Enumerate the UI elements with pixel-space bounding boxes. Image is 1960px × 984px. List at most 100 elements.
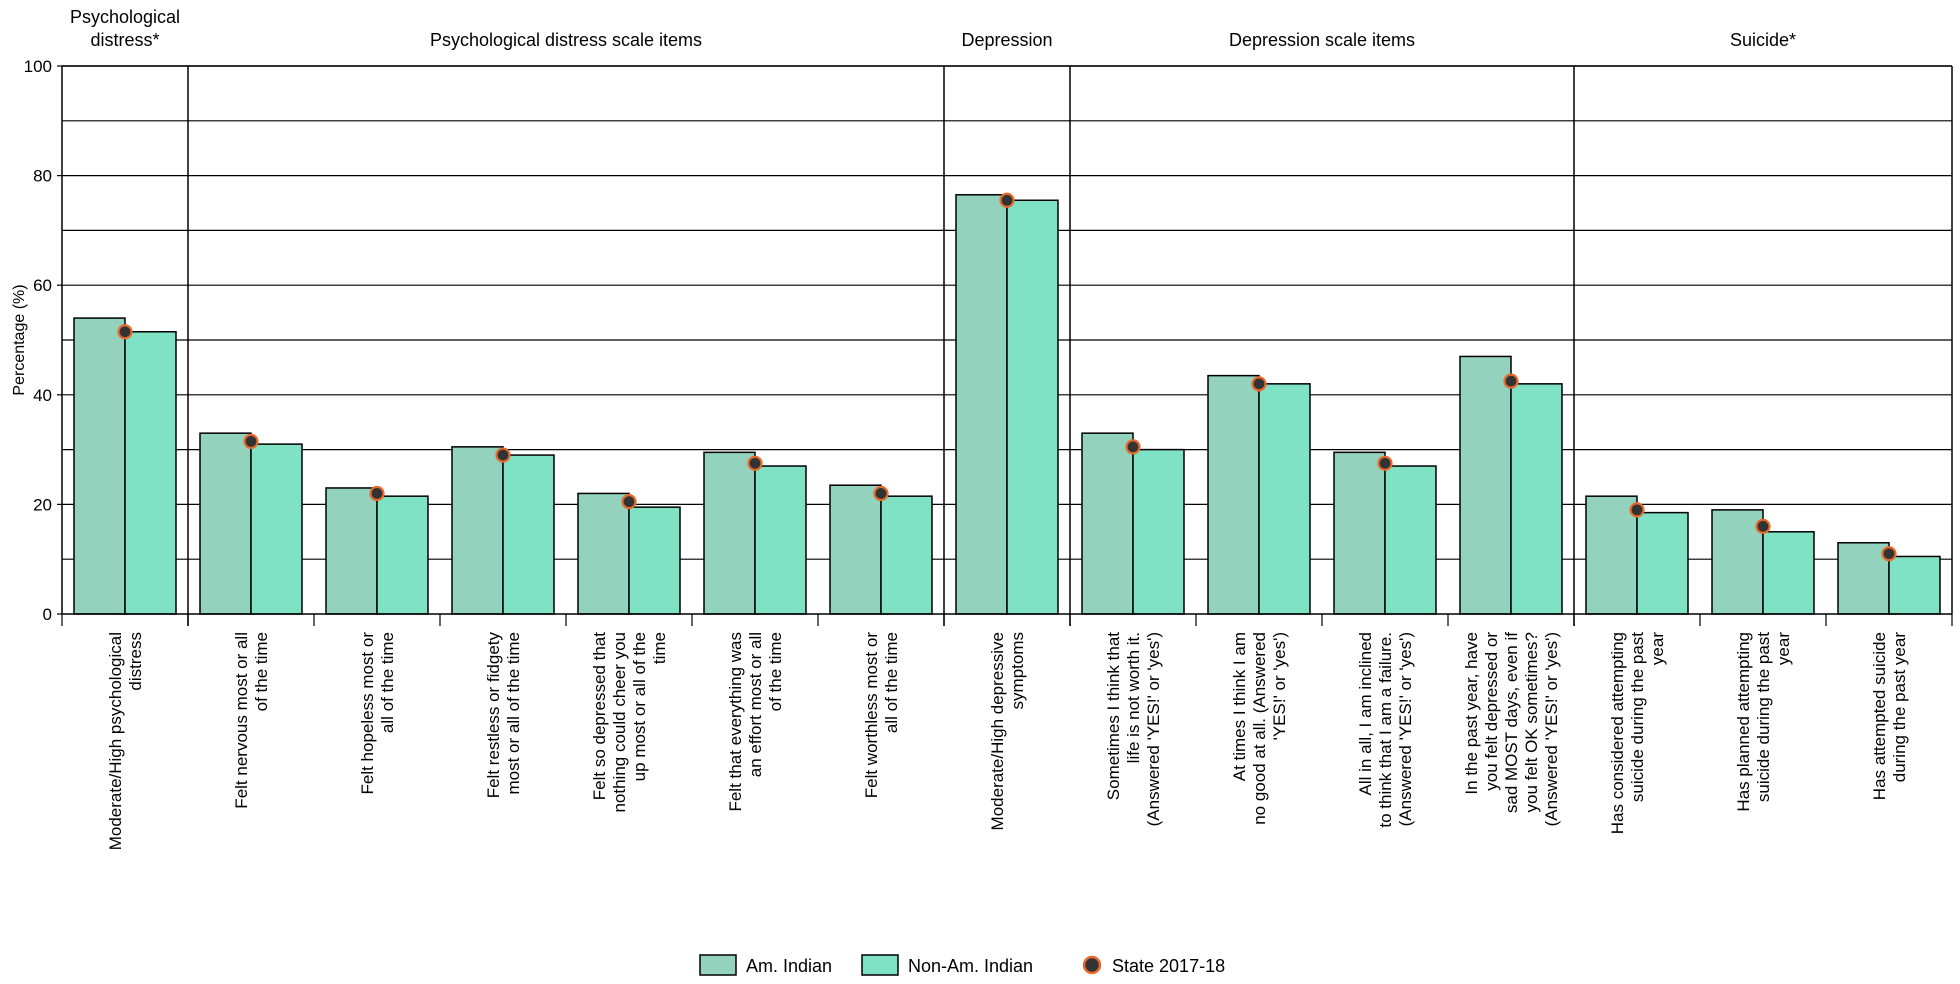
bar-non-am-indian bbox=[1258, 383, 1311, 615]
x-category-label-line: Sometimes I think that bbox=[1104, 632, 1123, 800]
y-tick-label: 0 bbox=[43, 605, 52, 624]
x-category-label-line: sad MOST days, even if bbox=[1502, 632, 1521, 813]
y-tick-label: 40 bbox=[33, 386, 52, 405]
x-category-label-line: you felt depressed or bbox=[1482, 632, 1501, 791]
x-category-label-line: Felt worthless most or bbox=[862, 632, 881, 799]
x-category-label: Felt that everything was an effort most o… bbox=[726, 632, 785, 812]
group-title: Psychological distress scale items bbox=[430, 30, 702, 50]
legend-non-am-indian-label: Non-Am. Indian bbox=[908, 956, 1033, 976]
legend-am-indian-label: Am. Indian bbox=[746, 956, 832, 976]
bar-non-am-indian bbox=[1762, 531, 1815, 615]
x-category-label-line: Felt restless or fidgety bbox=[484, 632, 503, 799]
marker-state-2017-18 bbox=[621, 494, 637, 510]
bar-am-indian bbox=[1081, 432, 1134, 615]
x-category-label-line: nothing could cheer you bbox=[610, 632, 629, 813]
x-category-label-line: of the time bbox=[766, 632, 785, 711]
y-tick-label: 20 bbox=[33, 495, 52, 514]
y-axis-label: Percentage (%) bbox=[11, 284, 28, 395]
marker-state-2017-18 bbox=[1503, 373, 1519, 389]
marker-state-2017-18 bbox=[873, 485, 889, 502]
bar-non-am-indian bbox=[502, 454, 555, 615]
x-category-label-line: life is not worth it. bbox=[1124, 632, 1143, 763]
x-category-label-line: Moderate/High psychological bbox=[106, 632, 125, 850]
bar-am-indian bbox=[703, 451, 756, 615]
marker-state-2017-18 bbox=[1629, 502, 1645, 518]
x-category-label-line: At times I think I am bbox=[1230, 632, 1249, 781]
marker-state-2017-18 bbox=[117, 324, 133, 340]
y-tick-label: 60 bbox=[33, 276, 52, 295]
bar-am-indian bbox=[955, 194, 1008, 615]
x-category-label: Felt restless or fidgety most or all of t… bbox=[484, 632, 523, 799]
marker-state-2017-18 bbox=[243, 433, 259, 449]
x-category-label: Felt worthless most or all of the time bbox=[862, 632, 901, 799]
marker-state-2017-18 bbox=[369, 485, 385, 502]
x-category-label-line: Felt nervous most or all bbox=[232, 632, 251, 809]
group-title: Suicide* bbox=[1730, 30, 1796, 50]
bar-am-indian bbox=[1711, 509, 1764, 615]
bar-am-indian bbox=[1585, 495, 1638, 615]
x-category-label-line: All in all, I am inclined bbox=[1356, 632, 1375, 795]
x-category-label-line: year bbox=[1774, 632, 1793, 665]
x-category-label: Felt so depressed that nothing could chee… bbox=[590, 632, 669, 813]
legend: Am. Indian Non-Am. Indian State 2017-18 bbox=[699, 954, 1225, 976]
legend-am-indian-swatch bbox=[699, 954, 737, 976]
x-category-label-line: Has considered attempting bbox=[1608, 632, 1627, 834]
bar-non-am-indian bbox=[1384, 465, 1437, 615]
x-category-label-line: suicide during the past bbox=[1754, 632, 1773, 802]
bar-non-am-indian bbox=[1132, 448, 1185, 615]
bar-am-indian bbox=[73, 317, 126, 615]
x-category-label-line: Has planned attempting bbox=[1734, 632, 1753, 812]
x-category-label-line: Felt hopeless most or bbox=[358, 632, 377, 795]
bar-am-indian bbox=[325, 487, 378, 615]
bar-am-indian bbox=[451, 446, 504, 615]
x-category-label: Moderate/High psychological distress bbox=[106, 632, 145, 850]
bar-am-indian bbox=[1459, 355, 1512, 615]
group-title: Depression bbox=[961, 30, 1052, 50]
x-category-label-line: all of the time bbox=[378, 632, 397, 733]
x-category-label-line: distress bbox=[126, 632, 145, 691]
x-category-label-line: time bbox=[650, 632, 669, 664]
x-category-label-line: suicide during the past bbox=[1628, 632, 1647, 802]
bar-am-indian bbox=[829, 484, 882, 615]
x-category-label-line: Felt that everything was bbox=[726, 632, 745, 812]
bar-am-indian bbox=[577, 492, 630, 615]
x-category-label-line: 'YES!' or 'yes') bbox=[1270, 632, 1289, 740]
marker-state-2017-18 bbox=[495, 447, 511, 463]
x-category-label: Felt hopeless most or all of the time bbox=[358, 632, 397, 795]
x-category-label-line: of the time bbox=[252, 632, 271, 711]
x-category-label-line: an effort most or all bbox=[746, 632, 765, 777]
legend-state-2017-18-label: State 2017-18 bbox=[1112, 956, 1225, 976]
bar-non-am-indian bbox=[1006, 199, 1059, 615]
x-category-label: Moderate/High depressive symptoms bbox=[988, 632, 1027, 830]
marker-state-2017-18 bbox=[747, 455, 763, 471]
x-category-label: Has planned attempting suicide during the… bbox=[1734, 632, 1793, 812]
x-category-label-line: you felt OK sometimes? bbox=[1522, 632, 1541, 812]
x-category-label-line: Has attempted suicide bbox=[1870, 632, 1889, 800]
bar-non-am-indian bbox=[1888, 555, 1941, 615]
x-category-label-line: In the past year, have bbox=[1462, 632, 1481, 795]
marker-state-2017-18 bbox=[1377, 455, 1393, 471]
bar-non-am-indian bbox=[1636, 511, 1689, 615]
x-category-label-line: up most or all of the bbox=[630, 632, 649, 781]
x-category-label: All in all, I am inclined to think that I… bbox=[1356, 632, 1415, 828]
x-category-label-line: most or all of the time bbox=[504, 632, 523, 795]
group-title: Psychological bbox=[70, 7, 180, 27]
marker-state-2017-18 bbox=[1251, 376, 1267, 392]
y-tick-label: 80 bbox=[33, 167, 52, 186]
x-category-label-line: Felt so depressed that bbox=[590, 632, 609, 800]
group-title: Depression scale items bbox=[1229, 30, 1415, 50]
bar-non-am-indian bbox=[250, 443, 303, 615]
marker-state-2017-18 bbox=[999, 192, 1015, 208]
marker-state-2017-18 bbox=[1881, 546, 1897, 562]
bar-non-am-indian bbox=[754, 465, 807, 615]
x-category-label-line: no good at all. (Answered bbox=[1250, 632, 1269, 825]
x-category-label: Sometimes I think that life is not worth … bbox=[1104, 632, 1163, 827]
bar-non-am-indian bbox=[124, 331, 177, 615]
x-category-label: Has attempted suicide during the past yea… bbox=[1870, 632, 1909, 801]
x-category-label-line: symptoms bbox=[1008, 632, 1027, 709]
x-category-label: In the past year, have you felt depressed… bbox=[1462, 632, 1561, 827]
bar-non-am-indian bbox=[376, 495, 429, 615]
x-category-label: Felt nervous most or all of the time bbox=[232, 632, 271, 809]
group-title: distress* bbox=[90, 30, 159, 50]
